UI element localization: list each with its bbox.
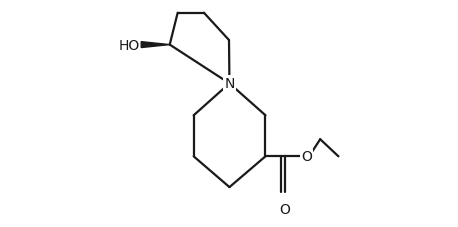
Text: N: N (224, 77, 234, 91)
Text: HO: HO (118, 38, 139, 52)
Text: O: O (301, 150, 312, 164)
Text: O: O (279, 202, 290, 216)
Polygon shape (141, 42, 170, 48)
